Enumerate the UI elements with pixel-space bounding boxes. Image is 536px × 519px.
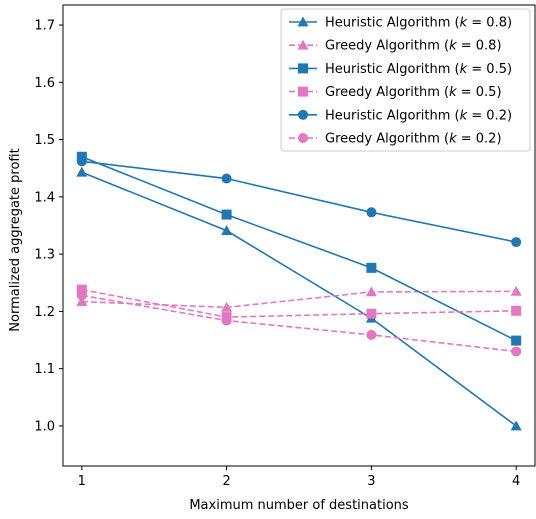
data-point xyxy=(76,284,87,295)
plot-frame xyxy=(62,4,536,467)
data-point xyxy=(221,315,232,326)
x-tick-label: 2 xyxy=(222,474,230,489)
data-point xyxy=(366,308,377,319)
x-tick-label: 3 xyxy=(367,474,375,489)
series-line xyxy=(81,171,517,427)
data-point xyxy=(365,286,377,297)
legend-marker xyxy=(297,39,309,50)
x-tick-label: 1 xyxy=(78,474,86,489)
series-line xyxy=(81,290,517,309)
data-point xyxy=(76,156,87,167)
data-point xyxy=(76,290,87,301)
y-tick-label: 1.3 xyxy=(34,248,55,263)
plot-layer: 1 2 3 4 1.0 1.1 1.2 1.3 1.4 1.5 1.6 1.7 xyxy=(34,4,536,489)
series-line xyxy=(81,156,517,342)
data-point xyxy=(221,225,233,236)
y-axis-label: Normalized aggregate profit xyxy=(8,148,23,331)
y-tick-label: 1.7 xyxy=(34,19,55,34)
legend-marker xyxy=(298,86,308,97)
legend-label: Greedy Algorithm (k = 0.5) xyxy=(325,85,502,100)
y-tick-label: 1.0 xyxy=(34,419,55,434)
y-tick-label: 1.4 xyxy=(34,190,55,205)
data-point xyxy=(366,207,377,218)
y-tick-label: 1.5 xyxy=(34,133,55,148)
data-point xyxy=(511,346,522,357)
data-point xyxy=(510,285,522,296)
data-point xyxy=(510,420,522,431)
legend-label: Heuristic Algorithm (k = 0.5) xyxy=(325,62,512,77)
data-point xyxy=(76,296,88,307)
series-line xyxy=(81,160,517,243)
data-point xyxy=(366,329,377,340)
x-axis-label: Maximum number of destinations xyxy=(189,498,409,513)
legend-marker xyxy=(297,16,309,27)
data-point xyxy=(511,237,522,248)
data-point xyxy=(221,301,233,312)
y-tick-label: 1.2 xyxy=(34,305,55,320)
data-point xyxy=(221,173,232,184)
marks-layer xyxy=(76,151,522,431)
data-point xyxy=(511,305,522,316)
data-point xyxy=(366,262,377,273)
data-point xyxy=(76,166,88,177)
legend-label: Heuristic Algorithm (k = 0.8) xyxy=(325,16,512,31)
series-line xyxy=(81,294,517,353)
legend-marker xyxy=(298,63,308,74)
x-tick-label: 4 xyxy=(512,474,520,489)
legend-label: Greedy Algorithm (k = 0.8) xyxy=(325,39,502,54)
series-line xyxy=(81,288,517,318)
legend-marker xyxy=(298,133,308,143)
data-point xyxy=(511,335,522,346)
legend: Heuristic Algorithm (k = 0.8) Greedy Algo… xyxy=(280,8,531,152)
legend-label: Heuristic Algorithm (k = 0.2) xyxy=(325,108,512,123)
y-tick-label: 1.6 xyxy=(34,76,55,91)
legend-box xyxy=(280,8,531,152)
legend-marker xyxy=(298,109,308,120)
legend-label: Greedy Algorithm (k = 0.2) xyxy=(325,132,502,147)
y-tick-label: 1.1 xyxy=(34,362,55,377)
data-point xyxy=(221,209,232,220)
